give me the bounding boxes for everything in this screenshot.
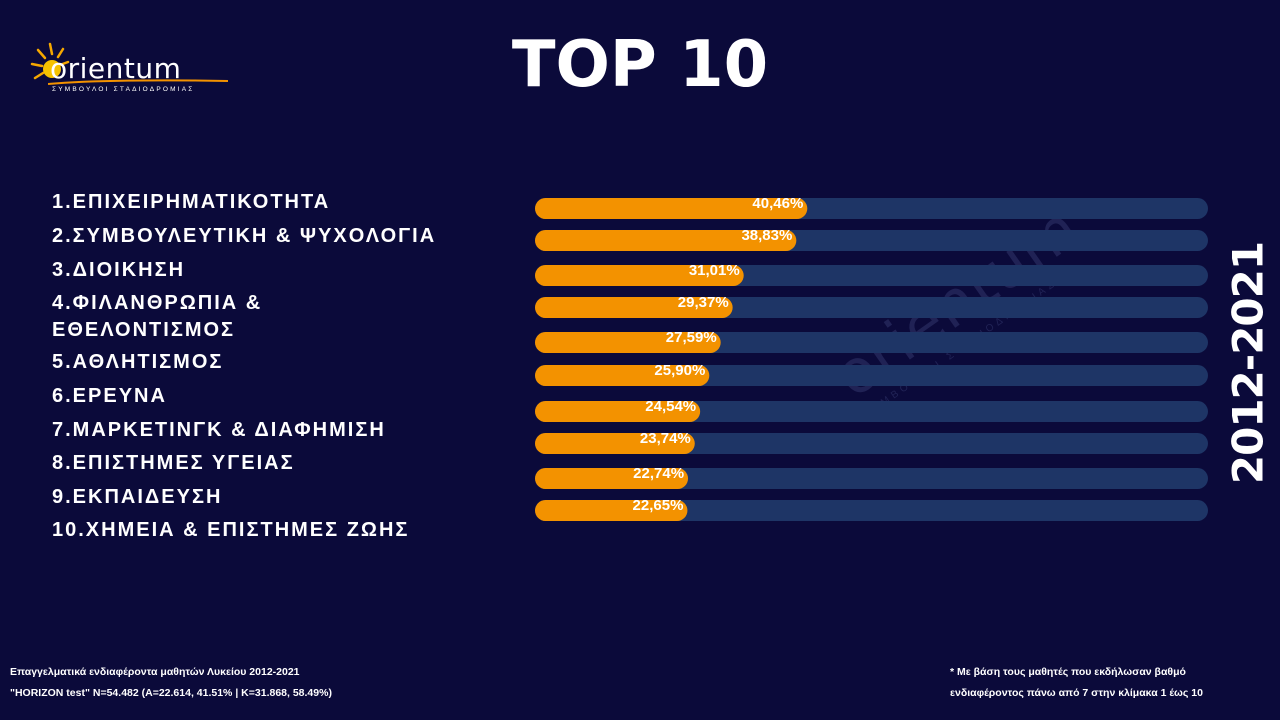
bar-track bbox=[535, 401, 1208, 422]
footer-source-line2: "HORIZON test" N=54.482 (A=22.614, 41.51… bbox=[10, 687, 332, 699]
bar bbox=[535, 365, 710, 386]
category-label: 3.ΔΙΟΙΚΗΣΗ bbox=[52, 259, 186, 281]
footer-source: Επαγγελματικά ενδιαφέροντα μαθητών Λυκεί… bbox=[10, 662, 332, 704]
bar-value-label: 38,83% bbox=[741, 227, 792, 244]
bar-value-label: 22,74% bbox=[633, 465, 684, 482]
bar-track bbox=[535, 468, 1208, 489]
sun-icon bbox=[30, 42, 70, 80]
bar-value-label: 23,74% bbox=[640, 430, 691, 447]
bar bbox=[535, 433, 695, 454]
category-label: 7.ΜΑΡΚΕΤΙΝΓΚ & ΔΙΑΦΗΜΙΣΗ bbox=[52, 419, 386, 441]
category-label: 5.ΑΘΛΗΤΙΣΜΟΣ bbox=[52, 351, 224, 373]
bar bbox=[535, 332, 721, 353]
footer-note-line1: * Με βάση τους μαθητές που εκδήλωσαν βαθ… bbox=[950, 666, 1186, 678]
bar bbox=[535, 198, 808, 219]
bar bbox=[535, 297, 733, 318]
bar-value-label: 31,01% bbox=[689, 262, 740, 279]
bar-value-label: 25,90% bbox=[654, 362, 705, 379]
category-label: 6.ΕΡΕΥΝΑ bbox=[52, 385, 167, 407]
footer-note-line2: ενδιαφέροντος πάνω από 7 στην κλίμακα 1 … bbox=[950, 687, 1203, 699]
logo-swoosh bbox=[48, 79, 228, 85]
bar-value-label: 29,37% bbox=[678, 294, 729, 311]
bar-value-label: 22,65% bbox=[633, 497, 684, 514]
bar bbox=[535, 230, 797, 251]
category-label: 1.ΕΠΙΧΕΙΡΗΜΑΤΙΚΟΤΗΤΑ bbox=[52, 191, 331, 213]
logo-tagline: ΣΥΜΒΟΥΛΟΙ ΣΤΑΔΙΟΔΡΟΜΙΑΣ bbox=[52, 86, 195, 93]
bar-track bbox=[535, 500, 1208, 521]
year-range-text: 2012-2021 bbox=[1223, 241, 1273, 485]
category-label: 10.ΧΗΜΕΙΑ & ΕΠΙΣΤΗΜΕΣ ΖΩΗΣ bbox=[52, 519, 410, 541]
bar-value-label: 27,59% bbox=[666, 329, 717, 346]
bar-value-label: 24,54% bbox=[645, 398, 696, 415]
footer-note: * Με βάση τους μαθητές που εκδήλωσαν βαθ… bbox=[950, 662, 1203, 704]
bar bbox=[535, 265, 744, 286]
orientum-logo: orientum ΣΥΜΒΟΥΛΟΙ ΣΤΑΔΙΟΔΡΟΜΙΑΣ bbox=[30, 40, 228, 100]
bar bbox=[535, 500, 688, 521]
category-label: 8.ΕΠΙΣΤΗΜΕΣ ΥΓΕΙΑΣ bbox=[52, 452, 295, 474]
category-label: 2.ΣΥΜΒΟΥΛΕΥΤΙΚΗ & ΨΥΧΟΛΟΓΙΑ bbox=[52, 225, 437, 247]
bar-track bbox=[535, 433, 1208, 454]
bar bbox=[535, 401, 701, 422]
year-range-label: 2012-2021 bbox=[1193, 242, 1280, 484]
bar bbox=[535, 468, 689, 489]
category-label: 4.ΦΙΛΑΝΘΡΩΠΙΑ & ΕΘΕΛΟΝΤΙΣΜΟΣ bbox=[52, 292, 263, 341]
category-label: 9.ΕΚΠΑΙΔΕΥΣΗ bbox=[52, 486, 223, 508]
page-title: TOP 10 bbox=[511, 28, 769, 102]
footer-source-line1: Επαγγελματικά ενδιαφέροντα μαθητών Λυκεί… bbox=[10, 666, 300, 678]
bar-value-label: 40,46% bbox=[752, 195, 803, 212]
